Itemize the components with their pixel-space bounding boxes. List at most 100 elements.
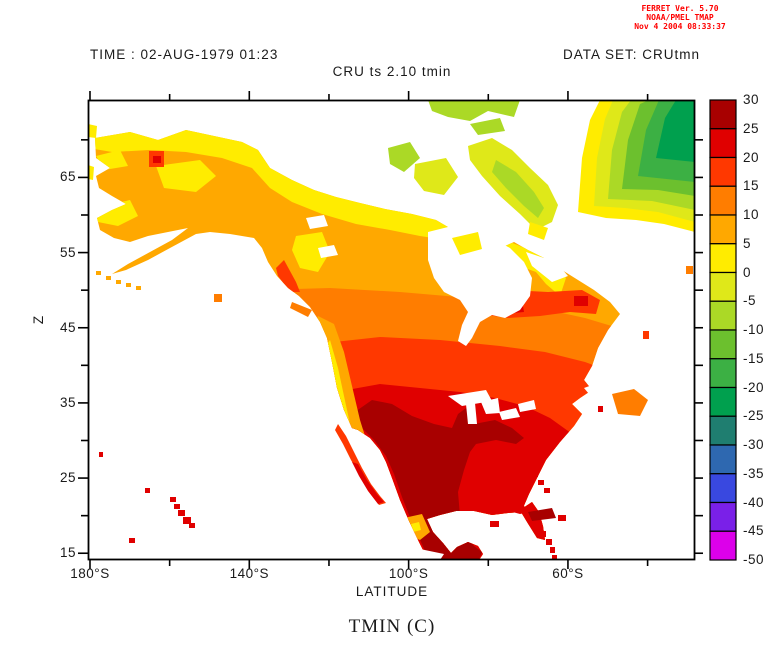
ferret-credit: FERRET Ver. 5.70 NOAA/PMEL TMAP Nov 4 20… xyxy=(620,4,740,31)
chukotka-edge2 xyxy=(88,165,94,180)
colorbar-block xyxy=(709,156,737,187)
devon-island xyxy=(470,118,505,135)
y-tick-label: 65 xyxy=(59,169,76,185)
aleutian-island xyxy=(116,280,121,284)
aleutian-island xyxy=(126,283,131,287)
x-tick-label: 100°S xyxy=(388,566,429,581)
colorbar-label: 25 xyxy=(743,120,760,136)
antilles-island xyxy=(550,547,555,553)
colorbar-block xyxy=(709,214,737,245)
victoria-island xyxy=(414,158,458,195)
baffin-island-interior xyxy=(492,160,544,218)
greenland-core xyxy=(656,100,695,162)
axis-ticks xyxy=(78,91,703,569)
colorbar-block xyxy=(709,99,737,130)
map-layer xyxy=(88,100,695,560)
hispaniola xyxy=(528,508,556,521)
colorbar-block xyxy=(709,185,737,216)
time-label: TIME : 02-AUG-1979 01:23 xyxy=(90,47,279,62)
bahamas-island xyxy=(524,484,530,489)
colorbar-label: -10 xyxy=(743,322,765,337)
hawaii-island xyxy=(189,523,195,528)
baja-california-south xyxy=(352,462,384,504)
cuba xyxy=(460,494,530,514)
vancouver-island xyxy=(290,302,312,317)
hawaii-island xyxy=(174,504,180,509)
colorbar-block xyxy=(709,415,737,446)
atlantic-speck xyxy=(643,331,649,339)
ferret-credit-line2: NOAA/PMEL TMAP xyxy=(646,13,714,22)
lake-huron xyxy=(481,398,500,414)
alaska-interior-yellow-patch xyxy=(156,160,216,192)
lake-ontario xyxy=(518,400,536,412)
colorbar-label: -40 xyxy=(743,494,765,510)
plot-caption: TMIN (C) xyxy=(348,616,436,637)
hudson-strait xyxy=(526,252,568,282)
x-axis-label: LATITUDE xyxy=(355,584,429,599)
lake-michigan xyxy=(466,403,477,424)
colorbar-label: -30 xyxy=(743,437,765,452)
labrador-warm-core xyxy=(574,296,588,306)
mexico-sierra-yellow-speck xyxy=(411,522,421,532)
hudson-bay xyxy=(428,226,532,346)
atlantic-speck xyxy=(546,421,551,426)
pacific-speck xyxy=(99,452,103,457)
baffin-south-tip xyxy=(528,222,548,240)
plot-title: CRU ts 2.10 tmin xyxy=(332,64,452,79)
colorbar-block xyxy=(709,473,737,504)
ferret-credit-line1: FERRET Ver. 5.70 xyxy=(641,4,719,13)
great-bear-lake xyxy=(318,245,338,258)
colorbar-block xyxy=(709,128,737,159)
chukotka-edge xyxy=(88,124,97,138)
aleutian-island xyxy=(136,286,141,290)
dataset-label: DATA SET: CRUtmn xyxy=(563,47,701,62)
x-tick-label: 180°S xyxy=(70,566,110,581)
y-tick-label: 35 xyxy=(59,394,76,410)
colorbar-block xyxy=(709,386,737,417)
y-tick-label: 55 xyxy=(59,244,76,260)
banks-island xyxy=(388,142,420,172)
campeche-notch xyxy=(416,549,444,560)
colorbar-block xyxy=(709,358,737,389)
y-tick-label: 15 xyxy=(59,545,76,561)
hawaii-island xyxy=(178,510,185,516)
colorbar-label: 10 xyxy=(743,207,760,222)
bahamas-island xyxy=(544,488,550,493)
panhandle-coast-strip xyxy=(276,260,300,292)
alaska-warm-spot-core xyxy=(153,156,161,163)
southampton-island xyxy=(452,232,482,255)
colorbar-label: 15 xyxy=(743,178,760,194)
aleutian-island xyxy=(96,271,101,275)
newfoundland xyxy=(612,389,648,416)
pacific-speck xyxy=(129,538,135,543)
colorbar-block xyxy=(709,501,737,532)
rockies-yellow-streak xyxy=(326,340,350,428)
antilles-island xyxy=(552,555,557,560)
great-slave-lake xyxy=(306,215,328,229)
plot-frame xyxy=(87,99,696,561)
bahamas-island xyxy=(538,480,544,485)
colorbar-label: 0 xyxy=(743,264,752,280)
antilles-island xyxy=(540,531,546,537)
y-tick-label: 45 xyxy=(59,319,76,335)
temp-band-25-30 xyxy=(352,400,524,560)
hawaii-island xyxy=(183,517,191,524)
x-tick-label: 140°S xyxy=(229,566,270,581)
colorbar-block xyxy=(709,444,737,475)
colorbar-label: -20 xyxy=(743,379,765,395)
colorbar-label: -45 xyxy=(743,523,765,539)
yukon-yellow-patch xyxy=(292,232,330,272)
y-tick-label: 25 xyxy=(59,470,76,486)
colorbar-block xyxy=(709,243,737,274)
water-cutouts xyxy=(306,215,614,560)
lake-erie xyxy=(499,408,520,420)
colorbar-label: -25 xyxy=(743,408,765,424)
atlantic-speck xyxy=(598,406,603,412)
baja-california xyxy=(335,424,386,505)
colorbar-block xyxy=(709,271,737,302)
queen-elizabeth-islands xyxy=(428,100,520,121)
colorbar-block xyxy=(709,300,737,331)
gulf-st-lawrence xyxy=(584,380,614,400)
